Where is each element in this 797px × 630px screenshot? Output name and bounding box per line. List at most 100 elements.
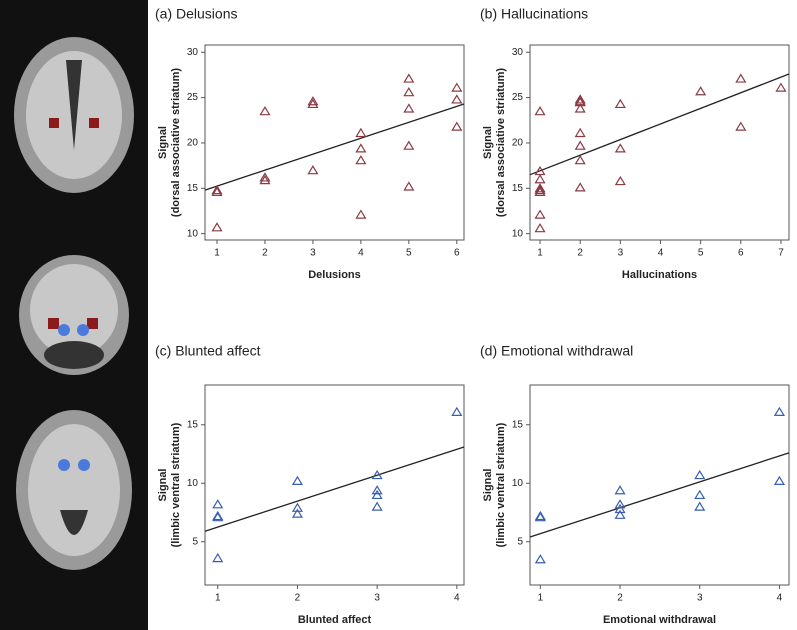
y-axis-label: Signal [482, 126, 494, 159]
chart-title: (c) Blunted affect [155, 343, 261, 359]
point [534, 184, 546, 195]
chart-title: (d) Emotional withdrawal [480, 343, 633, 359]
chart-panel: (d) Emotional withdrawal 1 2 3 4 5 10 15 Emotion… [480, 343, 790, 626]
y-tick-label: 10 [187, 228, 199, 239]
point [534, 223, 546, 233]
point [291, 508, 304, 518]
point [694, 501, 706, 511]
plot-frame [204, 44, 465, 241]
x-tick-label: 1 [537, 248, 543, 259]
brain-panel [0, 0, 148, 630]
x-tick-label: 2 [577, 248, 583, 259]
plot-frame [529, 384, 790, 586]
point [403, 86, 415, 97]
y-tick-label: 15 [512, 419, 524, 430]
point [212, 552, 224, 563]
x-tick-label: 4 [358, 248, 364, 259]
y-tick-label: 10 [512, 478, 524, 489]
x-tick-label: 2 [617, 593, 623, 604]
x-tick-label: 6 [738, 248, 744, 259]
point [259, 172, 271, 182]
point [694, 489, 706, 500]
x-tick-label: 3 [310, 248, 316, 259]
point [534, 106, 546, 116]
point [291, 475, 304, 486]
point [371, 501, 383, 511]
point [307, 96, 319, 106]
point [534, 511, 546, 522]
point [211, 184, 223, 195]
y-axis-label: (dorsal associative striatum) [170, 68, 182, 218]
y-axis-label: Signal [157, 126, 169, 159]
x-tick-label: 4 [454, 593, 460, 604]
x-tick-label: 4 [658, 248, 664, 259]
point [614, 499, 626, 509]
point [451, 82, 463, 92]
point [775, 82, 787, 92]
point [773, 475, 785, 486]
chart-panel: (a) Delusions 1 2 3 4 5 6 10 15 20 25 30 Delusions Si… [155, 6, 465, 281]
point [534, 554, 546, 564]
y-tick-label: 15 [512, 183, 524, 194]
chart-panel: (c) Blunted affect 1 2 3 4 5 10 15 Blunted affec… [155, 343, 465, 626]
x-tick-label: 3 [374, 593, 380, 604]
point [403, 140, 415, 150]
y-tick-label: 20 [512, 138, 524, 149]
point [451, 121, 463, 131]
point [614, 175, 626, 186]
point [614, 98, 626, 109]
point [355, 143, 367, 153]
y-axis-label: (limbic ventral striatum) [495, 422, 507, 547]
x-axis-label: Emotional withdrawal [603, 614, 716, 626]
point [307, 98, 319, 109]
point [212, 511, 224, 522]
y-tick-label: 15 [187, 183, 199, 194]
y-axis-label: Signal [157, 468, 169, 501]
y-tick-label: 10 [512, 228, 524, 239]
x-tick-label: 3 [697, 593, 703, 604]
point [735, 121, 747, 131]
plot-frame [204, 384, 465, 586]
point [211, 186, 223, 197]
point [291, 502, 304, 512]
x-tick-label: 1 [538, 593, 544, 604]
point [695, 86, 707, 96]
x-tick-label: 6 [454, 248, 460, 259]
point [259, 174, 271, 185]
x-tick-label: 7 [778, 248, 784, 259]
point [614, 143, 626, 153]
point [534, 186, 546, 197]
point [614, 509, 626, 519]
x-axis-label: Delusions [308, 269, 361, 281]
x-tick-label: 5 [406, 248, 412, 259]
y-tick-label: 5 [517, 536, 523, 547]
point [614, 503, 626, 514]
point [534, 183, 546, 193]
chart-panel: (b) Hallucinations 1 2 3 4 5 6 7 10 15 20 25 30 Hallu… [480, 6, 790, 281]
x-tick-label: 1 [214, 248, 220, 259]
point [534, 209, 546, 219]
fit-line [529, 452, 790, 538]
x-tick-label: 4 [777, 593, 783, 604]
point [355, 127, 367, 138]
x-tick-label: 2 [295, 593, 301, 604]
x-axis-label: Hallucinations [622, 269, 697, 281]
point [355, 155, 367, 165]
chart-title: (b) Hallucinations [480, 6, 588, 22]
y-tick-label: 25 [187, 92, 199, 103]
point [212, 510, 224, 521]
y-axis-label: (dorsal associative striatum) [495, 68, 507, 218]
point [451, 94, 463, 104]
y-tick-label: 10 [187, 478, 199, 489]
point [403, 103, 415, 113]
x-axis-label: Blunted affect [298, 614, 372, 626]
y-tick-label: 15 [187, 419, 199, 430]
point [773, 406, 785, 417]
point [574, 94, 586, 104]
y-tick-label: 30 [512, 47, 524, 58]
y-tick-label: 25 [512, 92, 524, 103]
point [574, 103, 586, 113]
y-tick-label: 5 [192, 536, 198, 547]
x-tick-label: 3 [618, 248, 624, 259]
